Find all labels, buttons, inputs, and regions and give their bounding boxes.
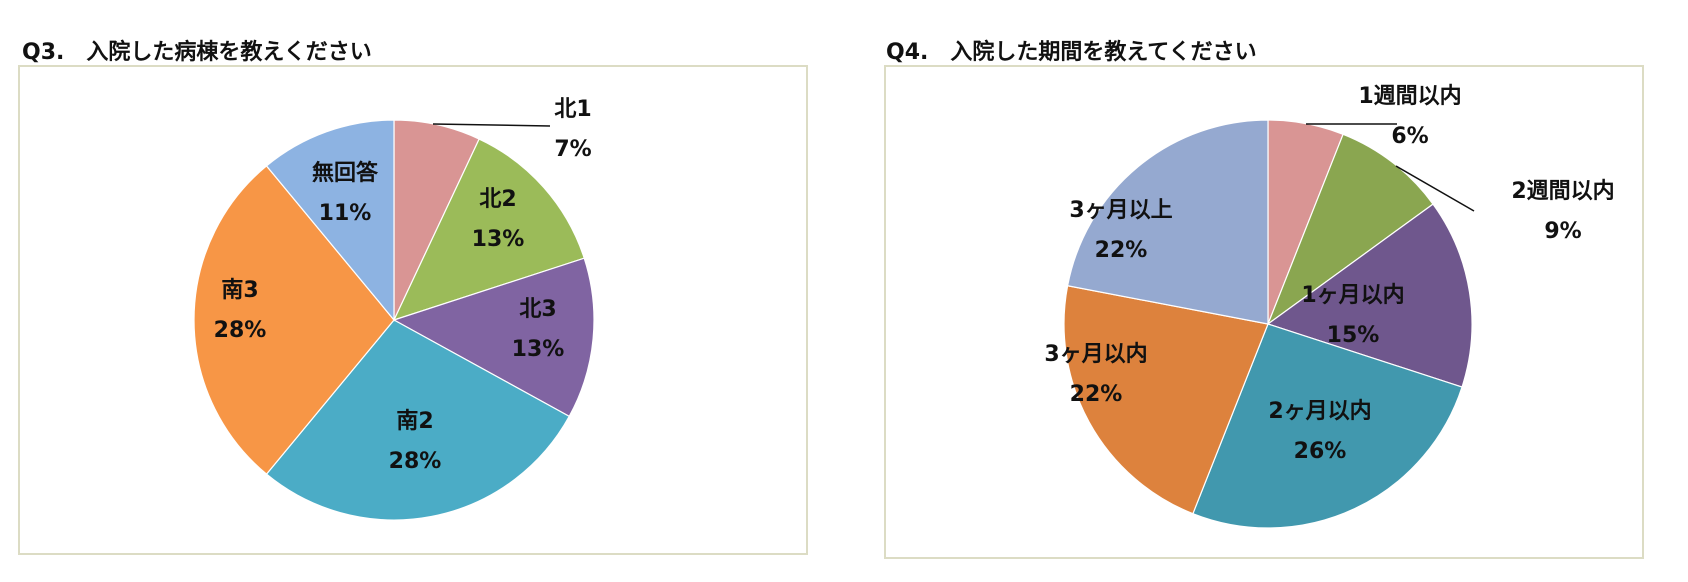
slice-label: 北3	[519, 297, 556, 322]
slice-value-label: 6%	[1391, 124, 1428, 149]
pie-chart-q4: 1週間以内 6% 2週間以内 9% 1ヶ月以内 15% 2ヶ月以内 26% 3ヶ月以内 22% 3ヶ…	[1044, 84, 1615, 529]
slice-value-label: 28%	[389, 449, 442, 474]
slice-value-label: 15%	[1327, 323, 1380, 348]
slice-label: 1ヶ月以内	[1301, 283, 1404, 308]
slice-value-label: 22%	[1095, 238, 1148, 263]
slice-label: 北2	[479, 187, 516, 212]
pie-slice	[392, 257, 595, 418]
slice-value-label: 7%	[554, 137, 591, 162]
pie-slice	[193, 165, 395, 475]
pie-slice	[1266, 133, 1434, 326]
slice-value-label: 11%	[319, 201, 372, 226]
pie-slice	[1266, 203, 1473, 388]
slice-label: 2ヶ月以内	[1268, 399, 1371, 424]
slice-label: 1週間以内	[1358, 84, 1461, 109]
leader-line	[432, 123, 551, 127]
slice-value-label: 13%	[512, 337, 565, 362]
chart-title-q3: Q3. 入院した病棟を教えください	[22, 40, 372, 65]
slice-value-label: 9%	[1544, 219, 1581, 244]
pie-slice	[1063, 285, 1269, 515]
slice-label: 無回答	[312, 160, 379, 186]
pie-slice	[1066, 119, 1269, 325]
pie-slice	[392, 138, 585, 321]
chart-panel-q4: Q4. 入院した期間を教えてください 1週間以内 6% 2週間以内 9% 1ヶ月以内 15…	[844, 0, 1688, 582]
pie-chart-q3: 北1 7% 北2 13% 北3 13% 南2 28% 南3 28% 無回答 11%	[193, 97, 595, 521]
chart-panel-q3: Q3. 入院した病棟を教えください 北1 7% 北2 13% 北3 13% 南2 28% 南3 2…	[18, 40, 808, 555]
slice-label: 南2	[396, 409, 433, 434]
slice-label: 2週間以内	[1511, 179, 1614, 204]
slice-value-label: 28%	[214, 318, 267, 343]
slice-label: 3ヶ月以上	[1069, 198, 1172, 223]
slice-value-label: 22%	[1070, 382, 1123, 407]
pie-slice	[1192, 323, 1463, 529]
chart-title-q4: Q4. 入院した期間を教えてください	[886, 40, 1257, 65]
leader-line	[1395, 165, 1475, 212]
slice-value-label: 13%	[472, 227, 525, 252]
pie-slice	[265, 119, 395, 322]
slice-label: 3ヶ月以内	[1044, 342, 1147, 367]
slice-value-label: 26%	[1294, 439, 1347, 464]
slice-label: 北1	[554, 97, 591, 122]
pie-slice	[265, 319, 571, 521]
slice-label: 南3	[221, 278, 258, 303]
